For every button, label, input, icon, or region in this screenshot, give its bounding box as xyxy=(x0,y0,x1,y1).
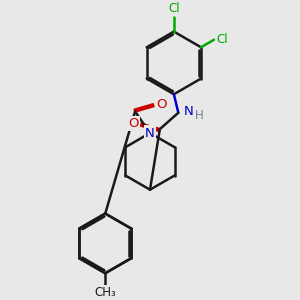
Text: N: N xyxy=(145,127,155,140)
Text: H: H xyxy=(195,109,203,122)
Text: Cl: Cl xyxy=(168,2,180,15)
Text: O: O xyxy=(156,98,166,111)
Text: O: O xyxy=(129,117,139,130)
Text: CH₃: CH₃ xyxy=(94,286,116,298)
Text: Cl: Cl xyxy=(217,33,228,46)
Text: N: N xyxy=(184,105,194,118)
